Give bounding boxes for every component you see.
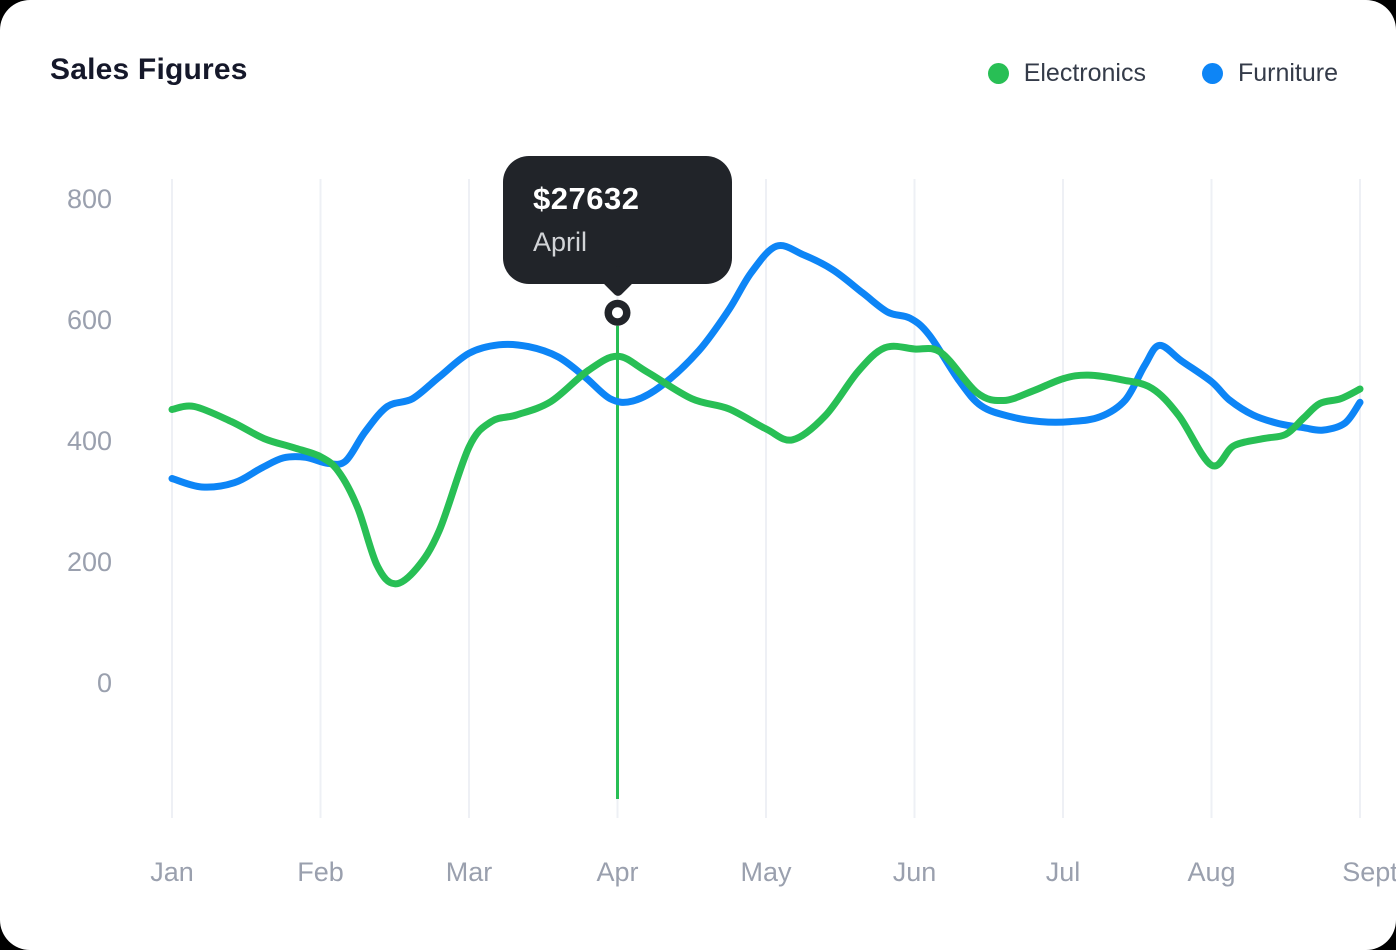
tooltip-value: $27632 [533, 181, 640, 216]
legend-label-furniture: Furniture [1237, 59, 1338, 87]
y-axis-label-400: 400 [67, 426, 112, 456]
page-title: Sales Figures [50, 53, 248, 86]
x-axis-label-jan: Jan [150, 857, 194, 887]
tooltip: $27632 April [503, 156, 732, 298]
y-axis-label-800: 800 [67, 184, 112, 214]
series-line-furniture[interactable] [168, 242, 1364, 491]
x-axis-label-mar: Mar [446, 857, 493, 887]
x-axis-label-sept: Sept [1342, 857, 1396, 887]
x-axis-label-jul: Jul [1046, 857, 1081, 887]
tooltip-marker-hole [612, 307, 623, 319]
x-axis-label-feb: Feb [297, 857, 344, 887]
legend-item-electronics[interactable]: Electronics [987, 59, 1146, 88]
y-axis-label-200: 200 [67, 547, 112, 577]
x-axis-label-aug: Aug [1187, 857, 1235, 887]
series-line-electronics[interactable] [168, 342, 1364, 588]
x-axis-label-apr: Apr [596, 857, 638, 887]
y-axis-label-600: 600 [67, 305, 112, 335]
x-axis-label-may: May [740, 857, 792, 887]
x-axis-label-jun: Jun [893, 857, 937, 887]
tooltip-label: April [533, 227, 588, 257]
legend: Electronics Furniture [987, 59, 1338, 88]
legend-label-electronics: Electronics [1023, 59, 1146, 87]
furniture-dot-icon [1201, 63, 1223, 84]
legend-item-furniture[interactable]: Furniture [1201, 59, 1338, 88]
y-axis-label-0: 0 [97, 668, 112, 698]
electronics-dot-icon [987, 63, 1009, 84]
